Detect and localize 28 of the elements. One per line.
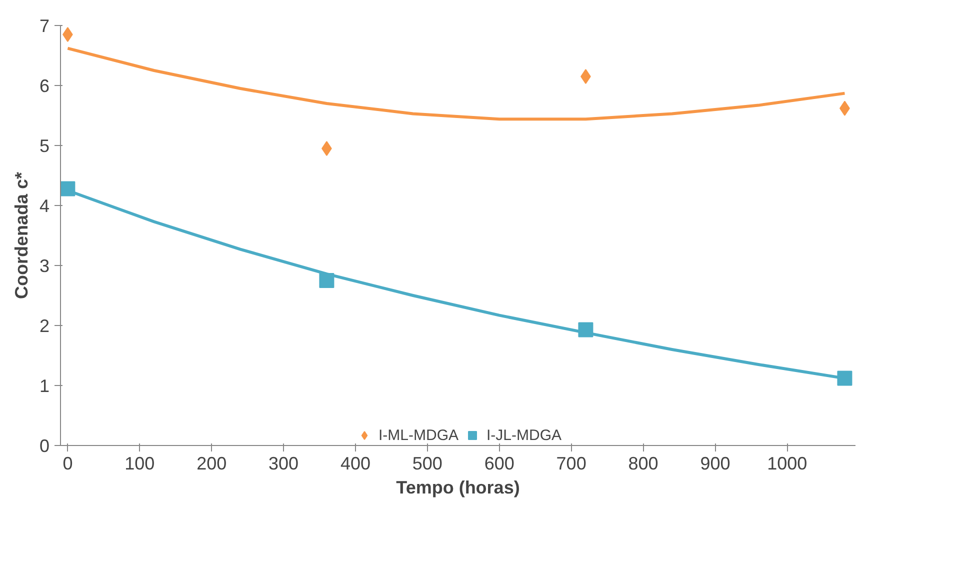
- line-series: [66, 46, 846, 121]
- x-axis-title: Tempo (horas): [396, 478, 520, 498]
- x-tick-label: 400: [340, 454, 371, 474]
- x-tick-label: 900: [700, 454, 730, 474]
- y-tick-label: 3: [39, 256, 50, 276]
- y-tick-label: 2: [39, 316, 50, 336]
- x-tick-label: 100: [124, 454, 155, 474]
- x-tick-label: 1000: [767, 454, 808, 474]
- y-tick-label: 0: [39, 436, 50, 456]
- y-tick-label: 6: [39, 76, 50, 96]
- point: [322, 141, 332, 156]
- legend-label: I-JL-MDGA: [486, 426, 562, 444]
- point: [580, 69, 591, 84]
- x-tick-label: 500: [412, 454, 442, 474]
- x-tick-label: 600: [484, 454, 514, 474]
- x-tick-label: 300: [268, 454, 299, 474]
- x-tick-label: 0: [62, 454, 73, 474]
- x-tick-label: 800: [628, 454, 658, 474]
- x-tick-label: 700: [556, 454, 586, 474]
- y-axis-title: Coordenada c*: [11, 172, 32, 300]
- y-tick-label: 1: [39, 376, 50, 396]
- y-tick-label: 5: [39, 136, 50, 156]
- point: [62, 27, 73, 42]
- x-tick-label: 200: [196, 454, 227, 474]
- point: [837, 370, 852, 386]
- y-tick-label: 7: [39, 16, 50, 36]
- y-tick-label: 4: [39, 196, 50, 216]
- legend-label: I-ML-MDGA: [378, 426, 458, 444]
